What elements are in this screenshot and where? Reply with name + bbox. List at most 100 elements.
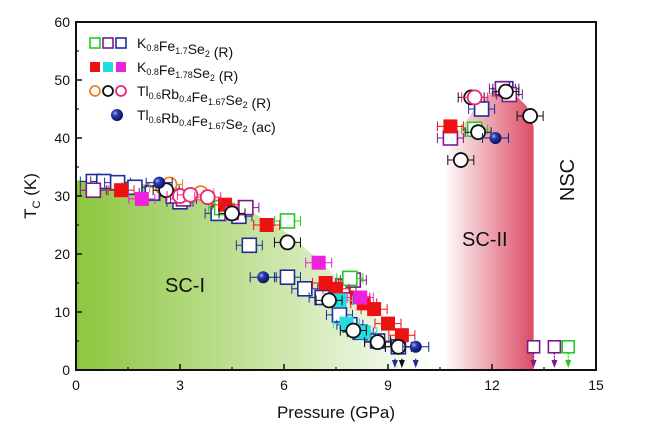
series-3 [107,119,464,343]
data-point [114,183,129,198]
square-open-marker [85,182,102,198]
square-open-marker [89,37,101,49]
data-point [296,280,313,297]
legend-text-part: Se [193,65,210,81]
circle-open-marker [452,152,469,168]
legend-subscript: 0.6 [149,91,162,101]
data-marks [79,80,576,368]
legend-marker [115,85,127,97]
legend-subscript: 0.4 [179,94,192,104]
data-point [279,213,296,229]
data-point [311,255,326,270]
legend-text-part: Se [188,41,205,57]
sphere-marker [111,109,123,121]
square-filled-marker [90,62,100,72]
circle-open-marker [182,186,199,203]
data-point [345,322,362,339]
legend-item: K0.8Fe1.78Se2 (R) [90,59,238,84]
circle-open-marker [470,124,487,141]
y-tick-label: 50 [54,72,70,88]
axes: 0 3 6 9 12 15 0 10 20 30 40 50 60 [54,14,604,393]
legend-subscript: 1.7 [175,46,188,56]
square-filled-marker [311,255,326,270]
square-filled-marker [114,183,129,198]
square-open-marker [526,339,541,354]
legend-text-part: (ac) [248,119,276,135]
x-tick-label: 3 [176,377,184,393]
circle-open-marker [369,334,386,351]
legend-marker [90,62,100,72]
legend-text-part: Fe [159,38,176,54]
sphere-marker [257,271,270,284]
circle-open-marker [321,292,337,309]
y-axis-title-sub: C [31,200,43,208]
legend-marker [89,85,101,97]
data-point [329,281,343,296]
arrow-marker [526,339,541,354]
arrow-head [398,360,405,368]
x-tick-label: 12 [484,377,500,393]
square-filled-marker [394,328,409,343]
data-point [473,101,490,117]
circle-open-marker [466,89,483,106]
data-point [369,334,386,351]
legend-text-part: (R) [248,95,271,111]
arrow-head [530,360,537,368]
circle-open-marker [89,85,101,97]
circle-open-marker [279,234,296,251]
square-filled-marker [381,316,395,331]
legend-marker [102,37,114,49]
data-point [241,237,258,254]
data-point [497,83,514,100]
data-point [85,182,102,198]
circle-open-marker [345,322,362,339]
legend-item: Tl0.6Rb0.4Fe1.67Se2 (R) [89,83,271,111]
legend-subscript: 0.4 [179,118,192,128]
legend-label: K0.8Fe1.7Se2 (R) [137,35,233,60]
legend-text-part: (R) [215,68,238,84]
legend-subscript: 0.6 [149,115,162,125]
square-open-marker [547,339,562,354]
legend-text-part: Se [225,92,242,108]
legend-subscript: 2 [210,73,215,83]
legend-text-part: K [137,59,147,75]
data-point [321,292,337,309]
square-filled-marker [259,218,274,232]
circle-open-marker [224,205,240,222]
arrow-0 [391,358,398,368]
data-point [522,108,539,124]
arrow-5 [561,339,576,368]
data-point [153,176,166,189]
legend-marker [103,62,113,72]
legend-subscript: 1.78 [175,70,193,80]
circle-open-marker [199,189,216,206]
data-point [381,316,395,331]
legend: K0.8Fe1.7Se2 (R)K0.8Fe1.78Se2 (R)Tl0.6Rb… [89,35,276,135]
legend-label: Tl0.6Rb0.4Fe1.67Se2 (ac) [137,107,276,135]
arrow-head [412,360,419,368]
arrow-head [551,360,558,368]
y-axis-title-main: T [21,208,40,218]
data-point [353,290,368,305]
square-open-marker [296,280,313,297]
series-7 [152,83,544,355]
legend-label: Tl0.6Rb0.4Fe1.67Se2 (R) [137,83,271,111]
arrow-2 [412,358,419,368]
arrow-3 [526,339,541,368]
circle-open-marker [497,83,514,100]
x-axis-title: Pressure (GPa) [277,403,395,422]
legend-marker [111,109,123,121]
legend-text-part: K [137,35,147,51]
legend-marker [115,37,127,49]
data-point [367,302,382,317]
y-axis-title: TC (K) [21,173,43,219]
legend-text-part: (R) [210,44,233,60]
circle-open-marker [115,85,127,97]
arrow-head [391,360,398,368]
x-tick-label: 0 [72,377,80,393]
square-open-marker [279,269,296,286]
legend-text-part: Rb [161,86,179,102]
data-point [238,199,254,216]
data-point [452,152,469,168]
